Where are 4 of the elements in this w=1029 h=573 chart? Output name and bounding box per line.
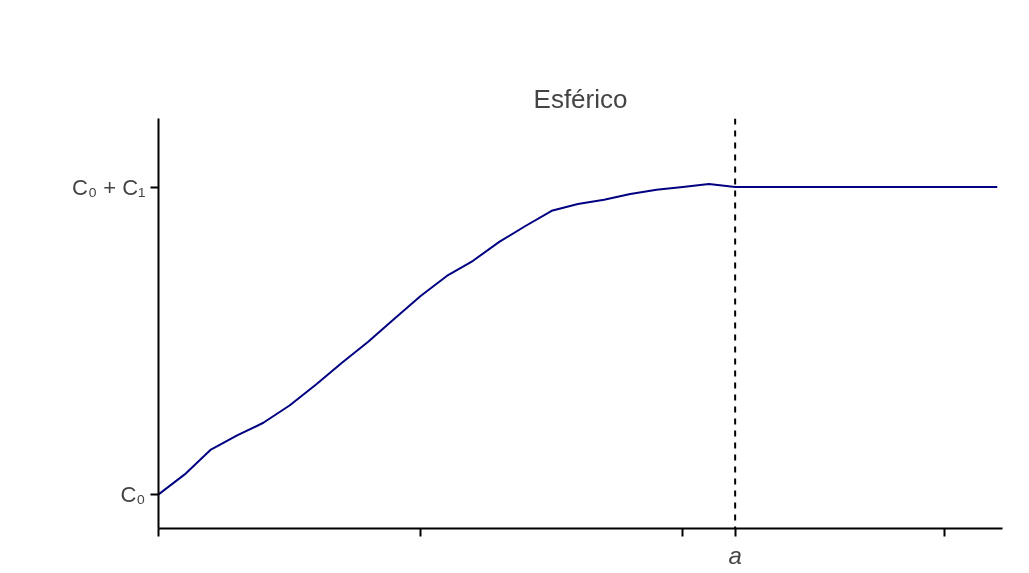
- chart-title: Esférico: [533, 83, 628, 114]
- text: C₀ + C₁: [72, 174, 146, 200]
- text: C₀: [120, 481, 146, 507]
- text: a: [728, 541, 742, 569]
